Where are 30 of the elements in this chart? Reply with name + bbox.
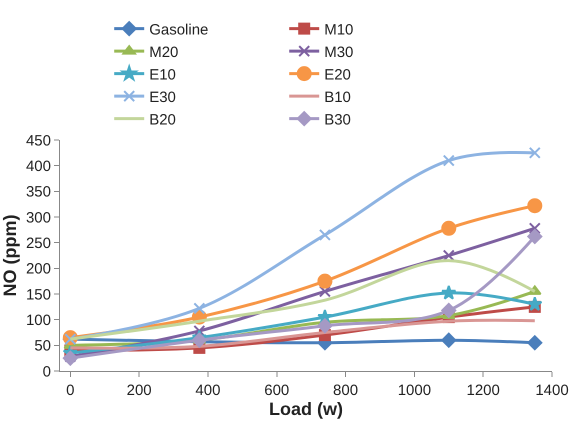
legend-label: B30 [324, 111, 351, 128]
y-tick-label: 100 [26, 312, 51, 329]
x-tick-label: 1200 [466, 382, 500, 399]
x-tick-label: 400 [195, 382, 220, 399]
y-tick-label: 450 [26, 132, 51, 150]
x-tick-label: 1000 [398, 382, 432, 399]
legend-label: E20 [324, 66, 351, 84]
y-tick-label: 200 [26, 260, 51, 278]
legend-label: M30 [324, 44, 354, 61]
x-tick-label: 600 [264, 382, 290, 399]
x-tick-label: 1400 [535, 382, 569, 399]
y-tick-label: 250 [26, 234, 51, 252]
legend-label: M10 [324, 21, 354, 38]
y-tick-label: 300 [26, 209, 51, 226]
x-tick-label: 200 [126, 382, 152, 399]
x-tick-label: 800 [333, 382, 358, 399]
legend-label: B10 [324, 88, 351, 106]
x-axis-title: Load (w) [269, 399, 343, 419]
y-tick-label: 400 [26, 158, 51, 175]
y-tick-label: 150 [26, 286, 51, 304]
y-tick-label: 0 [42, 363, 51, 380]
x-tick-label: 0 [66, 382, 74, 399]
y-axis-title: NO (ppm) [0, 214, 20, 296]
legend-label: E10 [149, 66, 176, 84]
y-tick-label: 350 [26, 184, 51, 201]
legend-label: B20 [149, 111, 176, 128]
legend-label: Gasoline [149, 21, 208, 38]
y-tick-label: 50 [34, 338, 51, 355]
legend-label: E30 [149, 88, 176, 106]
legend-label: M20 [149, 44, 178, 61]
